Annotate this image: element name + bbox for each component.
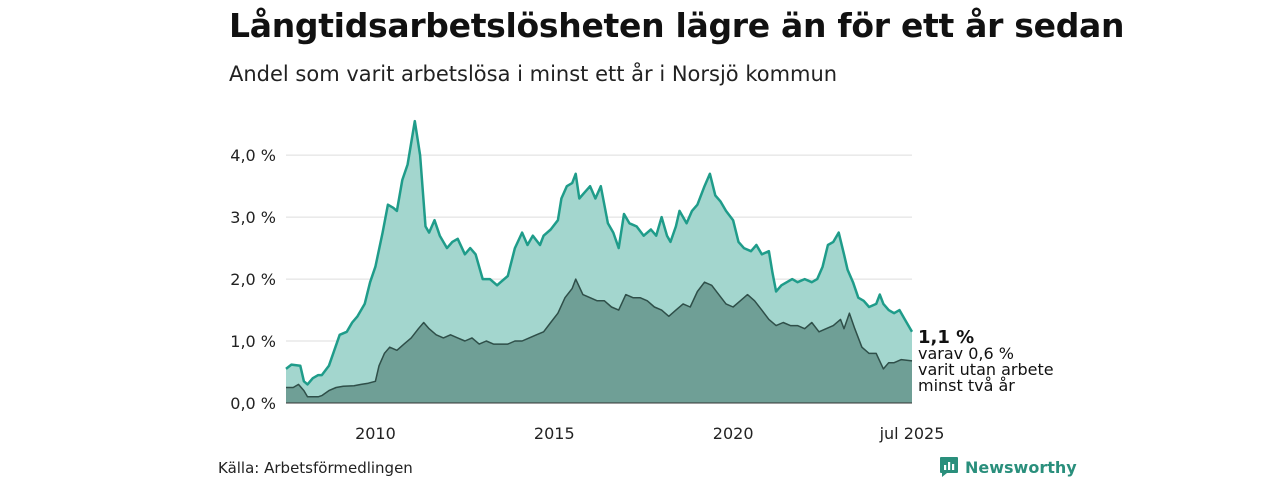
chart-title: Långtidsarbetslösheten lägre än för ett … [229,6,1125,45]
area-layer [285,119,914,403]
brand-logo: Newsworthy [939,456,1077,478]
y-tick-label: 3,0 % [230,208,276,227]
x-tick-label: 2015 [534,424,575,443]
annotation-line3: minst två år [918,376,1015,395]
y-tick-labels: 0,0 % 1,0 % 2,0 % 3,0 % 4,0 % [230,146,276,413]
x-tick-label: jul 2025 [879,424,945,443]
y-tick-label: 0,0 % [230,394,276,413]
x-tick-label: 2010 [355,424,396,443]
brand-name: Newsworthy [965,457,1077,477]
series-lower-line [286,278,913,398]
annotation-value: 1,1 % [918,327,974,348]
newsworthy-logo-icon [940,457,958,477]
series-lower-area [286,279,912,403]
end-annotation: 1,1 % varav 0,6 % varit utan arbete mins… [918,327,1054,395]
annotation-line2: varit utan arbete [918,360,1054,379]
chart-subtitle: Andel som varit arbetslösa i minst ett å… [229,62,838,86]
annotation-line1: varav 0,6 % [918,344,1014,363]
y-tick-label: 4,0 % [230,146,276,165]
series-upper-line [285,119,914,386]
y-tick-label: 1,0 % [230,332,276,351]
x-tick-labels: 2010 2015 2020 jul 2025 [355,424,944,443]
source-note: Källa: Arbetsförmedlingen [218,459,413,477]
y-tick-label: 2,0 % [230,270,276,289]
x-tick-label: 2020 [713,424,754,443]
